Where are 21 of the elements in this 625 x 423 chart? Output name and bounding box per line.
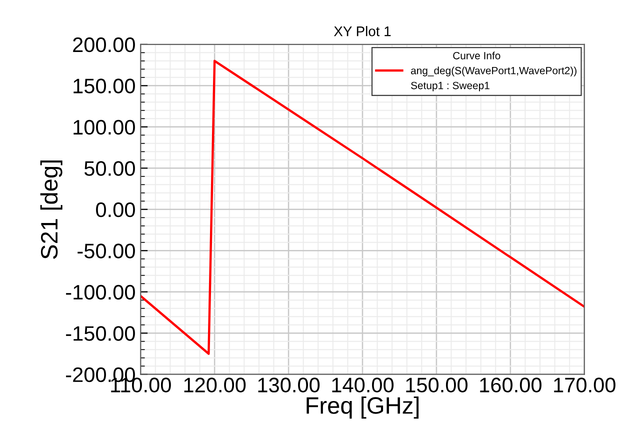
x-tick-label: 160.00 [480, 378, 542, 392]
legend-label: ang_deg(S(WavePort1,WavePort2)) [411, 66, 576, 76]
chart-title: XY Plot 1 [334, 26, 391, 36]
annotation: Setup1 : Sweep1 [411, 82, 490, 92]
y-tick-label: 150.00 [74, 78, 135, 94]
y-tick-label: 50.00 [84, 161, 135, 176]
legend-title: Curve Info [453, 52, 500, 60]
x-axis-title: Freq [GHz] [306, 396, 419, 419]
line-series [140, 60, 584, 355]
y-tick-label: 200.00 [73, 37, 135, 52]
y-axis-title: S21 [deg] [40, 160, 62, 259]
y-tick-label: -50.00 [78, 244, 135, 258]
x-tick-label: 140.00 [332, 378, 394, 392]
y-tick-label: 100.00 [74, 120, 135, 135]
y-tick-label: -150.00 [66, 326, 135, 341]
y-tick-label: -100.00 [66, 284, 135, 300]
x-tick-label: 130.00 [258, 378, 320, 392]
y-tick-label: 0.00 [96, 202, 135, 218]
x-tick-label: 120.00 [184, 378, 246, 392]
x-tick-label: 150.00 [406, 378, 468, 392]
x-tick-label: 170.00 [554, 378, 616, 392]
